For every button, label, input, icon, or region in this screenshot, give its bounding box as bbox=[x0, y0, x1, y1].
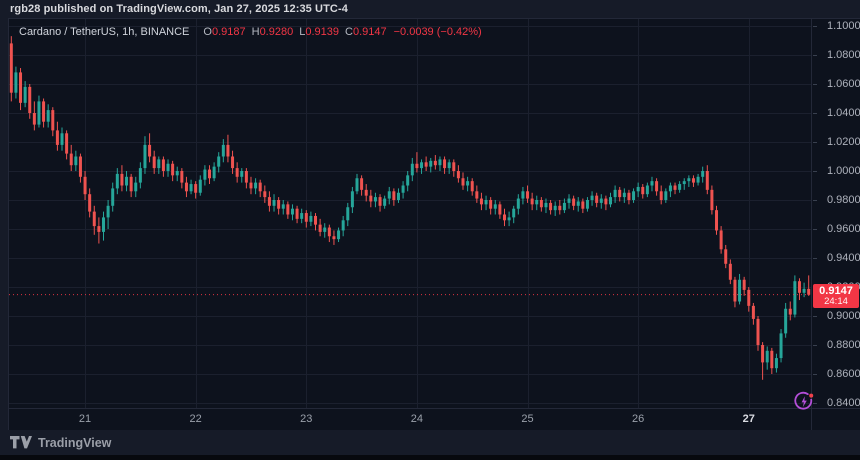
open-value: 0.9187 bbox=[211, 26, 246, 38]
attribution-text: rgb28 published on TradingView.com, Jan … bbox=[10, 3, 348, 15]
open-label: O bbox=[203, 26, 212, 38]
time-tick-label: 24 bbox=[410, 413, 424, 425]
close-label: C bbox=[345, 26, 353, 38]
candlestick-chart[interactable] bbox=[9, 19, 811, 408]
price-tick-label: 1.0600 bbox=[813, 78, 860, 90]
bottom-strip bbox=[0, 455, 860, 460]
tradingview-brand-text[interactable]: TradingView bbox=[38, 435, 112, 450]
candles-group bbox=[9, 36, 811, 380]
symbol-title[interactable]: Cardano / TetherUS, 1h, BINANCE bbox=[19, 26, 190, 38]
price-tick-label: 1.0400 bbox=[813, 107, 860, 119]
current-price-label: 0.9147 24:14 bbox=[813, 283, 859, 308]
gridlines bbox=[9, 19, 811, 408]
price-tick-label: 0.8600 bbox=[813, 368, 860, 380]
low-value: 0.9139 bbox=[305, 26, 339, 38]
symbol-header: Cardano / TetherUS, 1h, BINANCE O0.9187 H0… bbox=[19, 25, 482, 39]
change-value: −0.0039 (−0.42%) bbox=[393, 26, 482, 38]
bar-countdown: 24:14 bbox=[824, 295, 848, 307]
low-label: L bbox=[299, 26, 306, 38]
high-label: H bbox=[251, 26, 260, 38]
time-tick-label: 25 bbox=[521, 413, 534, 425]
price-tick-label: 0.9800 bbox=[813, 194, 860, 206]
time-axis-border bbox=[9, 408, 860, 409]
price-tick-label: 1.0000 bbox=[813, 165, 860, 177]
price-tick-label: 0.9400 bbox=[813, 252, 860, 264]
time-tick-label: 23 bbox=[300, 413, 313, 425]
time-tick-label: 22 bbox=[189, 413, 202, 425]
high-value: 0.9280 bbox=[259, 26, 294, 38]
footer: TradingView bbox=[0, 430, 860, 455]
price-tick-label: 1.0200 bbox=[813, 136, 860, 148]
price-tick-label: 1.0800 bbox=[813, 49, 860, 61]
tradingview-logo-icon[interactable] bbox=[10, 436, 32, 449]
attribution-bar: rgb28 published on TradingView.com, Jan … bbox=[0, 0, 860, 18]
price-tick-label: 0.8400 bbox=[813, 397, 860, 409]
time-tick-label: 27 bbox=[742, 413, 755, 425]
price-axis[interactable]: 1.1000 1.0800 1.0600 1.0400 1.0200 1.0000 0.98… bbox=[811, 19, 860, 409]
price-tick-label: 0.9600 bbox=[813, 223, 860, 235]
time-tick-label: 26 bbox=[632, 413, 645, 425]
close-value: 0.9147 bbox=[352, 26, 387, 38]
price-axis-border bbox=[811, 19, 812, 431]
flash-streak-icon[interactable] bbox=[793, 391, 815, 413]
time-tick-label: 21 bbox=[78, 413, 92, 425]
time-axis[interactable]: 21 22 23 24 25 26 27 bbox=[9, 408, 811, 431]
price-tick-label: 0.8800 bbox=[813, 339, 860, 351]
price-tick-label: 1.1000 bbox=[813, 20, 860, 32]
price-tick-label: 0.9000 bbox=[813, 310, 860, 322]
current-price-value: 0.9147 bbox=[819, 284, 853, 297]
chart-panel: Cardano / TetherUS, 1h, BINANCE O0.9187 H0… bbox=[8, 18, 860, 431]
